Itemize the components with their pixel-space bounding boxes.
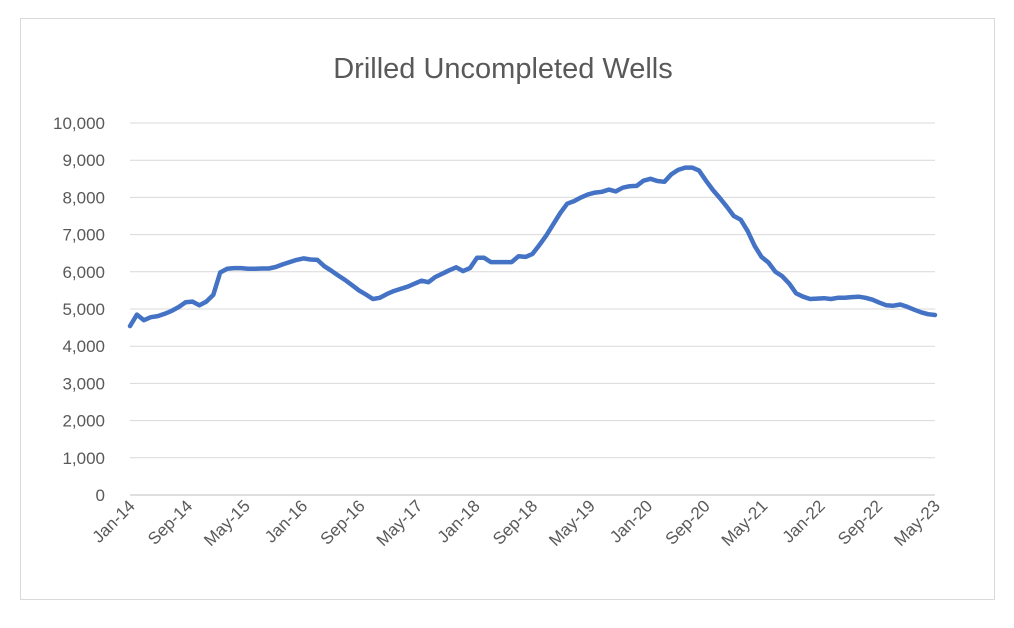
y-tick-label: 2,000 bbox=[62, 412, 105, 431]
x-axis-ticks: Jan-14 Sep-14 May-15 Jan-16 Sep-16 May-17 Jan-… bbox=[89, 496, 944, 550]
y-tick-label: 10,000 bbox=[53, 114, 105, 133]
y-tick-label: 6,000 bbox=[62, 263, 105, 282]
x-tick-label: May-21 bbox=[718, 496, 772, 550]
chart-title: Drilled Uncompleted Wells bbox=[333, 53, 673, 85]
x-tick-label: Sep-14 bbox=[144, 496, 196, 548]
y-tick-label: 9,000 bbox=[62, 151, 105, 170]
series-layer bbox=[127, 165, 938, 329]
y-tick-label: 3,000 bbox=[62, 374, 105, 393]
x-tick-label: May-19 bbox=[545, 496, 599, 550]
x-tick-label: Sep-16 bbox=[317, 496, 369, 548]
series-line bbox=[127, 165, 938, 329]
x-tick-label: Jan-22 bbox=[779, 496, 829, 546]
y-axis-ticks: 0 1,000 2,000 3,000 4,000 5,000 6,000 7,000 8,00… bbox=[53, 114, 105, 505]
x-tick-label: Sep-22 bbox=[834, 496, 886, 548]
x-tick-label: Jan-16 bbox=[261, 496, 311, 546]
x-tick-label: May-23 bbox=[890, 496, 944, 550]
x-tick-label: Jan-20 bbox=[606, 496, 656, 546]
gridlines bbox=[130, 122, 935, 496]
y-tick-label: 7,000 bbox=[62, 226, 105, 245]
y-tick-label: 5,000 bbox=[62, 300, 105, 319]
x-tick-label: Sep-18 bbox=[489, 496, 541, 548]
y-tick-label: 8,000 bbox=[62, 188, 105, 207]
x-tick-label: Jan-18 bbox=[434, 496, 484, 546]
y-tick-label: 0 bbox=[96, 486, 105, 505]
x-tick-label: May-17 bbox=[373, 496, 427, 550]
x-tick-label: May-15 bbox=[200, 496, 254, 550]
x-tick-label: Sep-20 bbox=[662, 496, 714, 548]
y-tick-label: 1,000 bbox=[62, 449, 105, 468]
y-tick-label: 4,000 bbox=[62, 337, 105, 356]
